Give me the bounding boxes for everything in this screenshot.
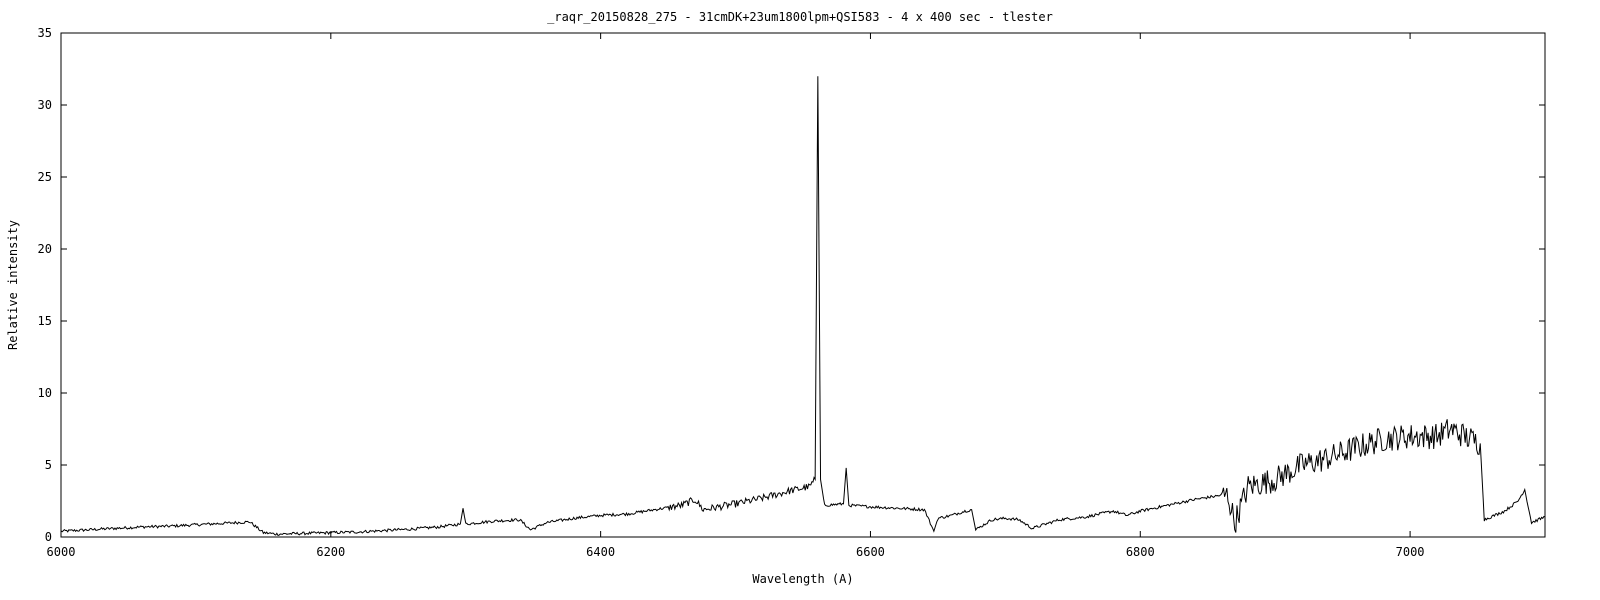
x-tick-label: 6000: [47, 545, 76, 559]
y-tick-label: 35: [38, 26, 52, 40]
y-tick-label: 30: [38, 98, 52, 112]
x-tick-label: 7000: [1396, 545, 1425, 559]
spectrum-line: [60, 76, 1546, 537]
y-tick-label: 0: [45, 530, 52, 544]
y-tick-label: 15: [38, 314, 52, 328]
x-tick-label: 6200: [316, 545, 345, 559]
x-axis-ticks: 6000 6200 6400 6600 6800 7000: [47, 33, 1425, 559]
x-tick-label: 6600: [856, 545, 885, 559]
y-axis-ticks: 0 5 10 15 20 25 30 35: [38, 26, 1545, 544]
y-tick-label: 20: [38, 242, 52, 256]
plot-frame: [60, 32, 1546, 538]
y-axis-label: Relative intensity: [6, 220, 20, 350]
chart-title: _raqr_20150828_275 - 31cmDK+23um1800lpm+…: [547, 10, 1053, 24]
x-tick-label: 6400: [586, 545, 615, 559]
x-axis-label: Wavelength (A): [752, 572, 853, 586]
x-tick-label: 6800: [1126, 545, 1155, 559]
y-tick-label: 5: [45, 458, 52, 472]
y-tick-label: 25: [38, 170, 52, 184]
y-tick-label: 10: [38, 386, 52, 400]
